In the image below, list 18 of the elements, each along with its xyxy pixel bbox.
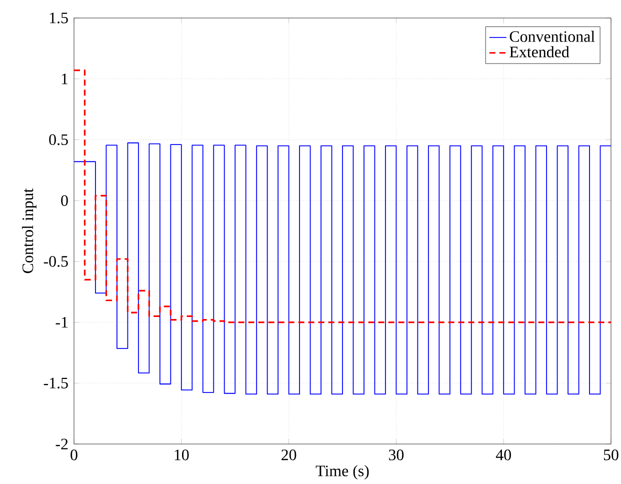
y-tick-label: -1.5 <box>44 378 68 389</box>
x-tick-label: 30 <box>388 450 404 460</box>
y-axis-title: Control input <box>22 188 36 274</box>
y-tick-label: 1 <box>62 74 68 84</box>
x-tick-label: 50 <box>604 450 618 460</box>
x-tick-label: 20 <box>282 450 296 460</box>
y-tick-label: 0.5 <box>49 134 68 146</box>
x-tick-label: 10 <box>174 450 189 460</box>
y-tick-label: -1 <box>56 317 68 328</box>
x-axis-title: Time (s) <box>316 465 369 480</box>
legend-label: Extended <box>510 46 570 58</box>
y-tick-label: 1.5 <box>50 12 68 24</box>
y-tick-label: -0.5 <box>44 256 68 267</box>
x-tick-label: 0 <box>70 450 78 460</box>
x-tick-label: 40 <box>496 450 511 460</box>
y-tick-label: 0 <box>61 195 68 206</box>
y-tick-label: -2 <box>56 438 68 450</box>
legend-label: Conventional <box>510 30 595 42</box>
